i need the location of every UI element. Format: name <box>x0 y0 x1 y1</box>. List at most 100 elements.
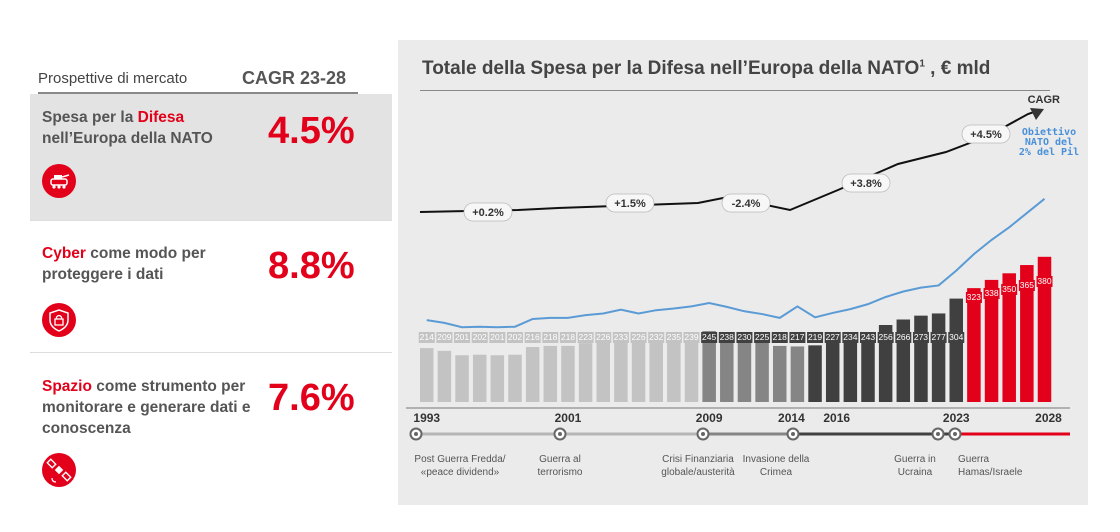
value-label-bg-2014 <box>789 332 806 343</box>
cagr-pill-bg-3 <box>841 173 891 193</box>
value-label-2011: 230 <box>737 332 751 342</box>
bar-1999 <box>525 347 540 402</box>
value-label-bg-2017 <box>842 332 859 343</box>
cagr-pill-2: -2.4% <box>732 198 761 210</box>
bar-2022 <box>931 313 946 402</box>
bar-2007 <box>667 336 681 402</box>
cagr-pill-3: +3.8% <box>850 178 882 190</box>
value-label-2022: 277 <box>932 332 946 342</box>
event-marker-dot-0 <box>414 432 418 436</box>
x-tick-1993: 1993 <box>413 411 440 425</box>
x-tick-2023: 2023 <box>943 411 970 425</box>
value-label-bg-2018 <box>860 332 876 343</box>
value-label-2018: 243 <box>861 332 875 342</box>
value-label-2000: 218 <box>543 332 557 342</box>
bar-2026 <box>1002 273 1016 402</box>
cagr-arrow-head <box>1030 108 1044 120</box>
value-label-bg-2002 <box>577 332 594 343</box>
cagr-label: CAGR <box>1028 94 1060 106</box>
value-label-2013: 218 <box>773 332 787 342</box>
value-label-bg-2019 <box>877 332 894 343</box>
value-label-bg-2020 <box>895 332 912 343</box>
value-label-bg-2003 <box>595 332 612 343</box>
value-label-1995: 201 <box>455 332 469 342</box>
value-label-1997: 201 <box>490 332 504 342</box>
value-label-bg-2023 <box>948 332 965 343</box>
event-marker-dot-2 <box>701 432 705 436</box>
event-label-0: Post Guerra Fredda/«peace dividend» <box>414 454 505 478</box>
value-label-bg-2006 <box>648 332 665 343</box>
cyber-description: Cyber come modo per proteggere i dati <box>42 245 206 283</box>
bar-2015 <box>808 345 822 402</box>
value-label-bg-2015 <box>807 332 824 343</box>
value-label-bg-2004 <box>612 332 629 343</box>
bar-2006 <box>649 338 663 402</box>
value-label-bg-2022 <box>930 332 947 343</box>
x-tick-2014: 2014 <box>778 411 805 425</box>
bar-2012 <box>755 342 769 402</box>
bar-1994 <box>437 350 452 402</box>
bar-2000 <box>543 345 558 402</box>
bar-2021 <box>914 315 928 402</box>
value-label-2003: 226 <box>596 332 610 342</box>
bar-2005 <box>631 341 646 402</box>
value-label-2026: 350 <box>1002 284 1016 294</box>
bar-2025 <box>984 279 999 402</box>
x-tick-2028: 2028 <box>1035 411 1062 425</box>
cagr-pill-4: +4.5% <box>970 129 1002 141</box>
cagr-pill-bg-4 <box>961 124 1011 144</box>
value-label-bg-2021 <box>912 332 929 343</box>
bar-2004 <box>614 337 628 402</box>
bar-2003 <box>596 341 610 402</box>
value-label-2014: 217 <box>790 332 804 342</box>
value-label-bg-2025 <box>983 288 1000 299</box>
event-marker-dot-5 <box>953 432 957 436</box>
value-label-2005: 226 <box>631 332 645 342</box>
value-label-2001: 218 <box>561 332 575 342</box>
cyber-item: Cyber come modo per proteggere i dati 8.… <box>30 220 392 353</box>
value-label-2028: 380 <box>1037 276 1051 286</box>
bar-2013 <box>773 345 787 402</box>
value-label-bg-2027 <box>1018 280 1035 291</box>
value-label-bg-1994 <box>436 332 453 343</box>
bar-2008 <box>684 334 699 402</box>
value-label-bg-2000 <box>542 332 559 343</box>
cagr-pill-bg-1 <box>605 193 655 213</box>
bar-2009 <box>702 331 716 402</box>
cagr-pill-1: +1.5% <box>614 198 646 210</box>
cagr-pill-bg-2 <box>721 193 771 213</box>
defense-item: Spesa per la Difesa nell’Europa della NAT… <box>30 94 392 220</box>
bar-2011 <box>737 339 752 402</box>
value-label-bg-2012 <box>754 332 771 343</box>
value-label-2027: 365 <box>1020 280 1034 290</box>
x-tick-2001: 2001 <box>555 411 582 425</box>
bar-1998 <box>508 354 522 402</box>
event-marker-dot-1 <box>558 432 562 436</box>
value-label-bg-2010 <box>718 332 735 343</box>
outlook-header-label: Prospettive di mercato <box>38 70 188 87</box>
value-label-2019: 256 <box>879 332 893 342</box>
bar-2019 <box>878 325 893 402</box>
value-label-2020: 266 <box>896 332 910 342</box>
value-label-bg-2001 <box>559 332 576 343</box>
value-label-2007: 235 <box>667 332 681 342</box>
chart-panel: Totale della Spesa per la Difesa nell’Eu… <box>398 40 1088 505</box>
value-label-1994: 209 <box>437 332 451 342</box>
bar-2017 <box>843 337 858 402</box>
value-label-2010: 238 <box>720 332 734 342</box>
value-label-2025: 338 <box>984 288 998 298</box>
outlook-header: Prospettive di mercato CAGR 23-28 <box>38 66 358 94</box>
value-label-1996: 202 <box>473 332 487 342</box>
bar-1995 <box>455 355 469 402</box>
event-marker-dot-4 <box>936 432 940 436</box>
bar-1996 <box>472 354 487 402</box>
value-label-bg-2024 <box>965 292 982 303</box>
bar-2001 <box>561 345 575 402</box>
value-label-bg-2028 <box>1036 276 1053 287</box>
event-label-3: Invasione della Crimea <box>743 454 810 478</box>
event-label-1: Guerra al terrorismo <box>537 454 582 478</box>
event-label-5: Guerra Hamas/Israele <box>958 454 1023 478</box>
value-label-2015: 219 <box>808 332 822 342</box>
nato-target-line <box>426 198 1046 329</box>
defense-description: Spesa per la Difesa nell’Europa della NAT… <box>42 109 213 147</box>
